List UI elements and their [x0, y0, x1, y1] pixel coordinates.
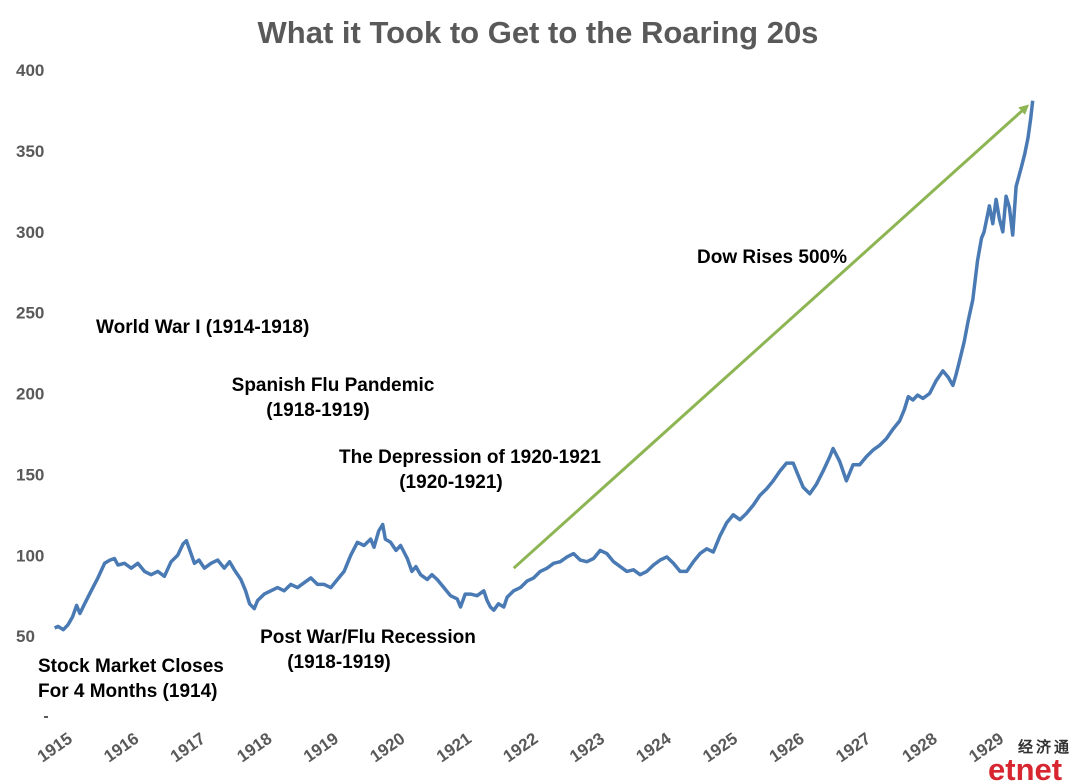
trend-arrow	[512, 104, 1030, 570]
x-tick-label: 1922	[500, 729, 542, 766]
x-tick-label: 1921	[433, 729, 475, 766]
x-tick-label: 1926	[766, 729, 808, 766]
y-axis-ticks: 400 350 300 250 200 150 100 50	[16, 61, 44, 646]
x-tick-label: 1920	[367, 729, 409, 766]
logo-etnet: etnet	[988, 752, 1062, 784]
y-tick-label: 50	[16, 627, 35, 646]
x-tick-label: 1915	[34, 729, 76, 766]
y-tick-label: 300	[16, 223, 44, 242]
annotation-depression-line2: (1920-1921)	[399, 472, 503, 493]
annotation-post-war-line2: (1918-1919)	[287, 652, 391, 673]
y-tick-label: 100	[16, 546, 44, 565]
x-tick-label: 1919	[300, 729, 342, 766]
x-tick-label: 1923	[566, 729, 608, 766]
annotation-depression-line1: The Depression of 1920-1921	[339, 447, 601, 468]
chart-title: What it Took to Get to the Roaring 20s	[258, 15, 819, 50]
x-tick-label: 1918	[233, 729, 275, 766]
x-tick-label: 1924	[633, 729, 675, 767]
annotation-world-war: World War I (1914-1918)	[96, 317, 309, 338]
x-tick-label: 1916	[100, 729, 142, 766]
annotation-post-war-line1: Post War/Flu Recession	[260, 627, 476, 648]
annotation-market-closes-line1: Stock Market Closes	[38, 656, 224, 677]
y-tick-label: 150	[16, 465, 44, 484]
x-tick-label: 1925	[699, 729, 741, 766]
x-tick-label: 1917	[167, 729, 209, 766]
dow-price-line	[53, 100, 1035, 632]
y-tick-label: 400	[16, 61, 44, 80]
x-axis-ticks: 1915 1916 1917 1918 1919 1920 1921 1922 1923 1924…	[34, 729, 1007, 767]
y-tick-label: 250	[16, 304, 44, 323]
annotation-dow-rises: Dow Rises 500%	[697, 247, 847, 268]
annotation-market-closes-line2: For 4 Months (1914)	[38, 681, 217, 702]
y-tick-label: 350	[16, 142, 44, 161]
y-tick-label: 200	[16, 385, 44, 404]
x-tick-label: 1927	[832, 729, 874, 766]
annotation-spanish-flu-line1: Spanish Flu Pandemic	[232, 375, 435, 396]
annotation-spanish-flu-line2: (1918-1919)	[266, 400, 370, 421]
x-tick-label: 1928	[899, 729, 941, 766]
logo-chinese: 经济通	[1018, 738, 1072, 756]
